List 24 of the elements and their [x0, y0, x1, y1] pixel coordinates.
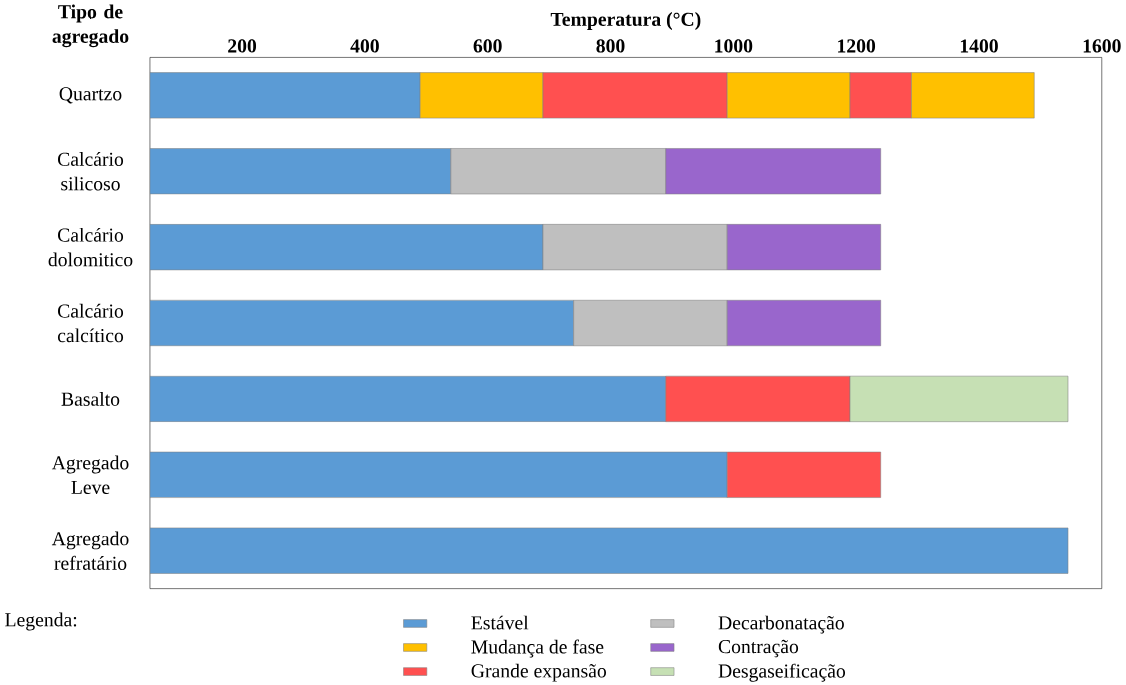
y-tick-label: Calcário silicoso [58, 152, 124, 191]
y-tick-label: Calcário calcítico [57, 303, 124, 343]
x-tick-label: 200 [228, 39, 257, 53]
x-tick-label: 800 [596, 39, 625, 53]
x-tick-label: 1000 [715, 39, 753, 53]
y-tick-label: Quartzo [59, 87, 122, 104]
legend-label: Contração [718, 639, 799, 658]
y-tick-label: Agregado refratário [51, 531, 129, 570]
y-tick-label: Agregado Leve [51, 455, 129, 495]
x-tick-label: 600 [473, 39, 502, 53]
legend-title: Legenda: [5, 612, 77, 631]
legend-label: Desgaseificação [718, 663, 846, 682]
x-tick-label: 400 [350, 39, 379, 53]
x-tick-label: 1400 [960, 39, 998, 53]
x-tick-label: 1200 [838, 39, 876, 53]
legend-label: Decarbonatação [718, 615, 844, 634]
y-axis-title: Tipo de agregado [52, 4, 129, 48]
legend-label: Estável [471, 615, 529, 630]
x-tick-label: 1600 [1083, 39, 1121, 53]
legend-label: Grande expansão [471, 663, 607, 682]
x-axis-title: Temperatura (°C) [550, 12, 701, 30]
legend-label: Mudança de fase [471, 639, 604, 658]
y-tick-label: Basalto [61, 392, 120, 406]
y-tick-label: Calcário dolomitico [48, 227, 133, 267]
